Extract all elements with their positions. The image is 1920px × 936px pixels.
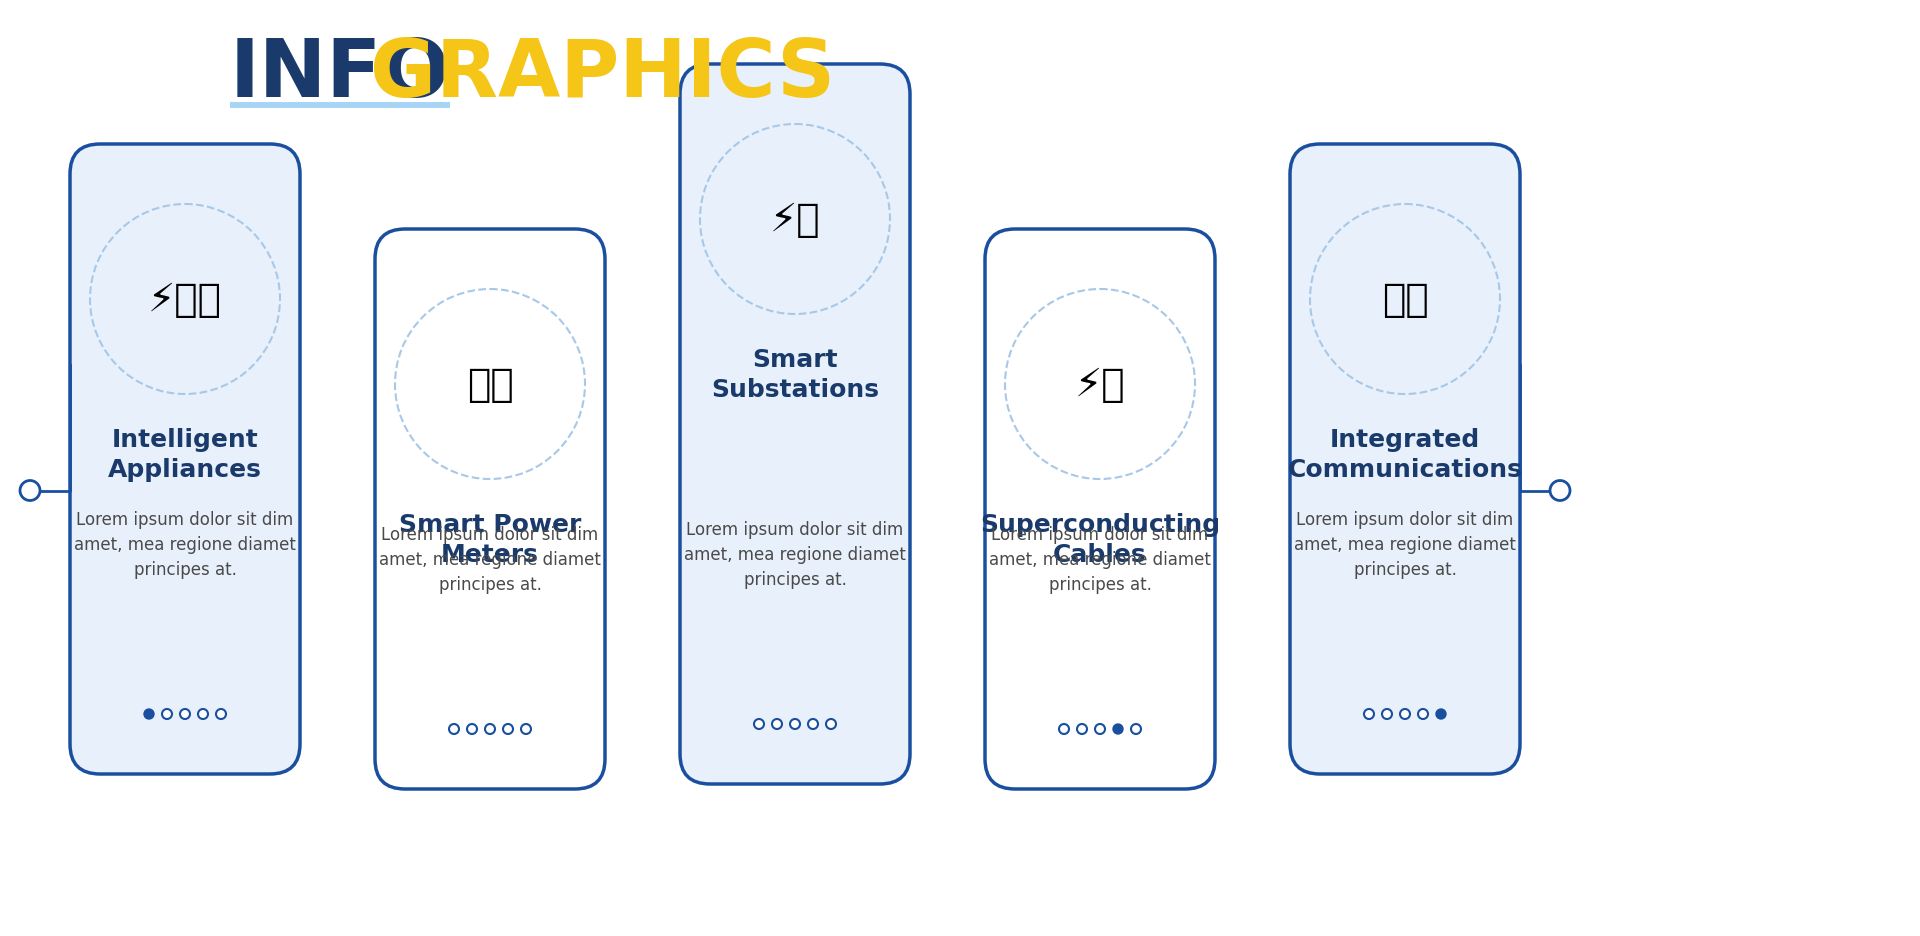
Circle shape (198, 709, 207, 719)
Circle shape (1060, 724, 1069, 734)
FancyBboxPatch shape (230, 103, 449, 109)
Text: Integrated
Communications: Integrated Communications (1288, 428, 1523, 481)
Circle shape (789, 719, 801, 729)
Circle shape (161, 709, 173, 719)
Circle shape (180, 709, 190, 719)
Circle shape (1419, 709, 1428, 719)
Circle shape (217, 709, 227, 719)
Circle shape (1436, 709, 1446, 719)
Circle shape (144, 709, 154, 719)
Text: Lorem ipsum dolor sit dim
amet, mea regione diamet
principes at.: Lorem ipsum dolor sit dim amet, mea regi… (75, 510, 296, 578)
Text: Lorem ipsum dolor sit dim
amet, mea regione diamet
principes at.: Lorem ipsum dolor sit dim amet, mea regi… (1294, 510, 1517, 578)
Circle shape (1549, 481, 1571, 501)
Circle shape (826, 719, 835, 729)
Circle shape (1131, 724, 1140, 734)
FancyBboxPatch shape (1290, 145, 1521, 774)
Text: Superconducting
Cables: Superconducting Cables (979, 513, 1219, 566)
Circle shape (467, 724, 476, 734)
Text: ⚡🌍: ⚡🌍 (1075, 366, 1125, 403)
Circle shape (19, 481, 40, 501)
FancyBboxPatch shape (985, 229, 1215, 789)
Circle shape (772, 719, 781, 729)
FancyBboxPatch shape (374, 229, 605, 789)
Circle shape (808, 719, 818, 729)
Circle shape (486, 724, 495, 734)
Circle shape (1400, 709, 1409, 719)
Text: Intelligent
Appliances: Intelligent Appliances (108, 428, 261, 481)
Text: GRAPHICS: GRAPHICS (371, 36, 835, 114)
Circle shape (520, 724, 532, 734)
Circle shape (1382, 709, 1392, 719)
Text: Smart Power
Meters: Smart Power Meters (399, 513, 582, 566)
Circle shape (1114, 724, 1123, 734)
Text: Lorem ipsum dolor sit dim
amet, mea regione diamet
principes at.: Lorem ipsum dolor sit dim amet, mea regi… (989, 525, 1212, 593)
Circle shape (1363, 709, 1375, 719)
Text: Lorem ipsum dolor sit dim
amet, mea regione diamet
principes at.: Lorem ipsum dolor sit dim amet, mea regi… (378, 525, 601, 593)
Text: INFO: INFO (230, 36, 451, 114)
FancyBboxPatch shape (69, 145, 300, 774)
Circle shape (755, 719, 764, 729)
Circle shape (1077, 724, 1087, 734)
Text: 📟🗼: 📟🗼 (467, 366, 513, 403)
Circle shape (503, 724, 513, 734)
Text: ⚡🗼: ⚡🗼 (770, 201, 820, 239)
Text: 📡📻: 📡📻 (1382, 281, 1428, 318)
Circle shape (449, 724, 459, 734)
Text: Lorem ipsum dolor sit dim
amet, mea regione diamet
principes at.: Lorem ipsum dolor sit dim amet, mea regi… (684, 520, 906, 589)
Text: Smart
Substations: Smart Substations (710, 348, 879, 402)
Circle shape (1094, 724, 1106, 734)
FancyBboxPatch shape (680, 65, 910, 784)
Text: ⚡🕐🌡: ⚡🕐🌡 (148, 281, 223, 318)
